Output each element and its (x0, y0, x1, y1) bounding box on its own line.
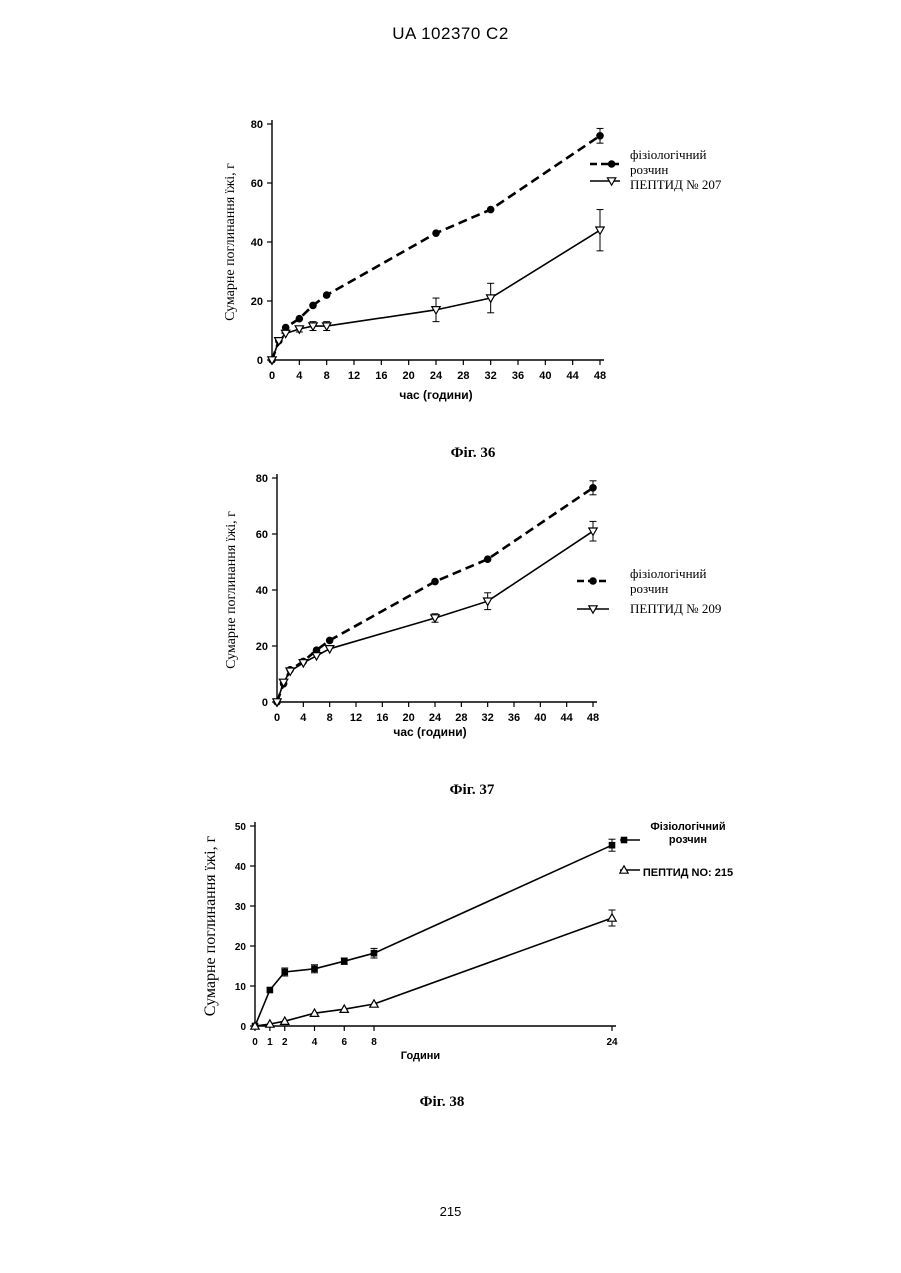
series-line (255, 845, 612, 1026)
data-point (608, 914, 616, 921)
x-tick-label: 4 (312, 1037, 318, 1048)
series-line (255, 918, 612, 1026)
y-tick-label: 0 (240, 1022, 246, 1033)
data-point (609, 842, 616, 849)
y-tick-label: 40 (235, 862, 247, 873)
y-axis-label: Сумарне поглинання їжі, г (202, 835, 219, 1016)
figure-caption: Фіг. 38 (420, 1094, 465, 1110)
x-tick-label: 0 (252, 1037, 258, 1048)
legend-marker (621, 837, 628, 844)
x-tick-label: 2 (282, 1037, 288, 1048)
data-point (267, 987, 274, 994)
x-axis-label: Години (401, 1050, 440, 1062)
series-0 (252, 839, 616, 1029)
y-tick-label: 30 (235, 902, 247, 913)
data-point (311, 966, 318, 973)
x-tick-label: 8 (371, 1037, 377, 1048)
y-tick-label: 10 (235, 982, 247, 993)
figure-38-chart: 0102030405001246824ГодиниСумарне поглина… (0, 0, 901, 1120)
y-tick-label: 20 (235, 942, 247, 953)
data-point (341, 958, 348, 965)
data-point (281, 969, 288, 976)
legend-label-line: розчин (669, 834, 707, 846)
legend-label: Фізіологічнийрозчин (650, 821, 725, 846)
x-tick-label: 1 (267, 1037, 273, 1048)
legend-label-line: Фізіологічний (650, 821, 725, 833)
y-tick-label: 50 (235, 822, 247, 833)
legend-label: ПЕПТИД NO: 215 (643, 867, 733, 879)
page-number: 215 (0, 1204, 901, 1219)
x-tick-label: 24 (606, 1037, 618, 1048)
data-point (371, 950, 378, 957)
x-tick-label: 6 (341, 1037, 347, 1048)
